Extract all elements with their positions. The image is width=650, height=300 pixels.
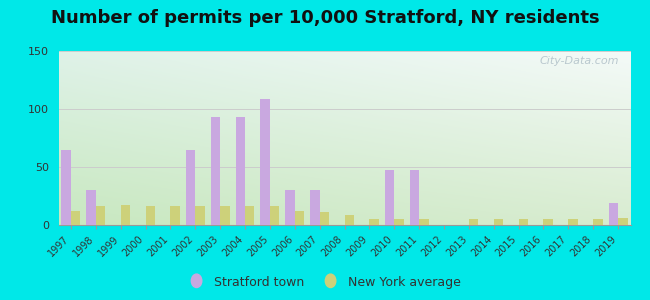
Bar xyxy=(195,206,205,225)
Bar xyxy=(608,203,618,225)
Bar xyxy=(494,219,503,225)
Bar xyxy=(419,219,428,225)
Bar xyxy=(186,150,195,225)
Bar xyxy=(285,190,294,225)
Bar xyxy=(62,150,71,225)
Bar xyxy=(395,219,404,225)
Bar xyxy=(294,211,304,225)
Bar xyxy=(344,214,354,225)
Bar xyxy=(270,206,280,225)
Bar xyxy=(121,205,130,225)
Bar xyxy=(369,219,379,225)
Bar xyxy=(519,219,528,225)
Bar xyxy=(385,170,395,225)
Bar xyxy=(235,117,245,225)
Bar xyxy=(71,211,81,225)
Bar xyxy=(568,219,578,225)
Bar xyxy=(170,206,180,225)
Bar xyxy=(96,206,105,225)
Bar xyxy=(618,218,627,225)
Bar xyxy=(469,219,478,225)
Bar xyxy=(220,206,229,225)
Bar xyxy=(320,212,329,225)
Bar xyxy=(86,190,96,225)
Bar xyxy=(245,206,254,225)
Bar xyxy=(211,117,220,225)
Bar xyxy=(146,206,155,225)
Text: City-Data.com: City-Data.com xyxy=(540,56,619,66)
Legend: Stratford town, New York average: Stratford town, New York average xyxy=(184,271,466,294)
Text: Number of permits per 10,000 Stratford, NY residents: Number of permits per 10,000 Stratford, … xyxy=(51,9,599,27)
Bar xyxy=(593,219,603,225)
Bar xyxy=(261,99,270,225)
Bar xyxy=(543,219,553,225)
Bar xyxy=(410,170,419,225)
Bar xyxy=(310,190,320,225)
